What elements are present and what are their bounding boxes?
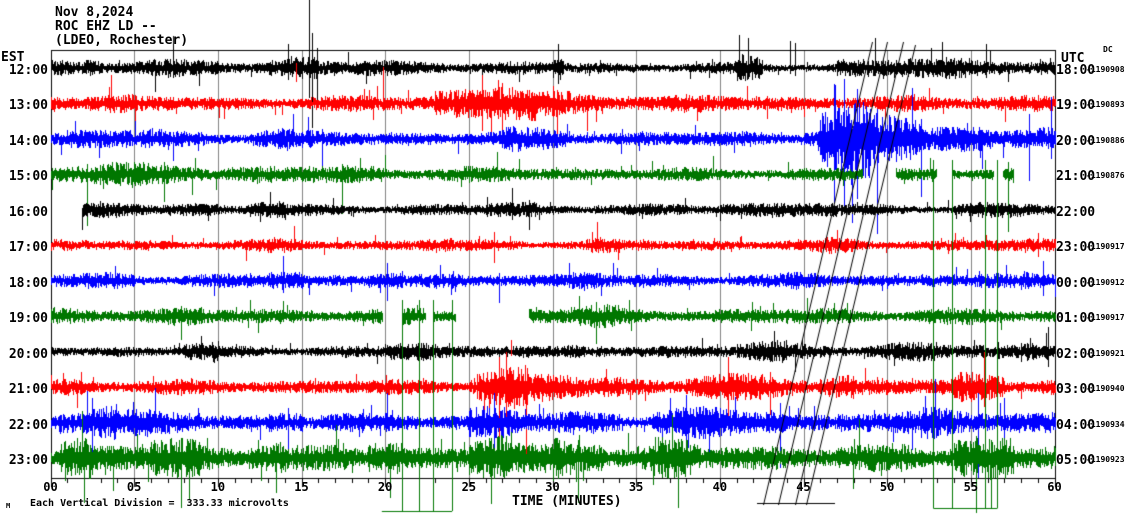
dc-value: -1190917 [1086, 313, 1125, 323]
right-time-label: 01:00 [1056, 311, 1096, 327]
left-time-label: 19:00 [8, 311, 48, 327]
dc-value: -1190917 [1086, 242, 1125, 252]
left-time-label: 12:00 [8, 63, 48, 78]
dc-value: -1190893 [1086, 100, 1125, 110]
header-date: Nov 8,2024 [55, 5, 134, 20]
right-time-label: 03:00 [1056, 382, 1096, 398]
right-timezone-label: UTC [1061, 51, 1085, 66]
left-time-label: 15:00 [8, 169, 48, 185]
right-time-label: 19:00 [1056, 98, 1096, 114]
left-time-label: 22:00 [8, 417, 48, 433]
dc-column-label: DC [1103, 45, 1113, 54]
left-time-label: 14:00 [8, 133, 48, 149]
dc-value: -1190912 [1086, 277, 1125, 287]
x-tick-label: 00 [43, 480, 58, 494]
dc-value: -1190923 [1086, 454, 1125, 464]
left-time-label: 16:00 [8, 204, 48, 220]
dc-value: -1190908 [1086, 65, 1125, 74]
right-time-label: 23:00 [1056, 240, 1096, 256]
x-axis-title: TIME (MINUTES) [512, 494, 622, 509]
x-tick-label: 30 [545, 480, 560, 494]
left-time-label: 21:00 [8, 382, 48, 398]
x-tick-label: 10 [210, 480, 226, 494]
x-tick-label: 60 [1047, 480, 1062, 494]
x-tick-label: 05 [126, 480, 142, 494]
left-time-label: 20:00 [8, 346, 48, 362]
x-tick-label: 45 [796, 480, 811, 494]
right-time-label: 05:00 [1056, 452, 1096, 468]
left-time-label: 13:00 [8, 98, 48, 114]
x-tick-label: 35 [628, 480, 644, 494]
right-time-label: 21:00 [1056, 169, 1096, 185]
x-tick-label: 15 [294, 480, 309, 494]
x-tick-label: 25 [461, 480, 477, 494]
header-station: ROC EHZ LD -- [55, 19, 157, 34]
dc-value: -1190934 [1086, 419, 1125, 429]
footer-glyph: M [6, 502, 11, 510]
left-time-label: 23:00 [8, 452, 48, 468]
right-time-label: 22:00 [1056, 204, 1096, 220]
left-time-label: 17:00 [8, 240, 48, 256]
x-tick-label: 20 [377, 480, 393, 494]
dc-value: -1190886 [1086, 135, 1125, 145]
dc-value: -1190876 [1086, 171, 1125, 181]
right-time-label: 04:00 [1056, 417, 1096, 433]
left-time-label: 18:00 [8, 275, 48, 291]
x-tick-label: 55 [963, 480, 979, 494]
right-time-label: 18:00 [1056, 63, 1096, 78]
right-time-label: 02:00 [1056, 346, 1096, 362]
right-time-label: 00:00 [1056, 275, 1096, 291]
left-timezone-label: EST [1, 50, 25, 65]
right-time-label: 20:00 [1056, 133, 1096, 149]
dc-value: -1190921 [1086, 348, 1125, 358]
x-tick-label: 40 [712, 480, 728, 494]
x-tick-label: 50 [879, 480, 895, 494]
scale-note: Each Vertical Division = 333.33 microvol… [30, 498, 289, 509]
dc-value: -1190940 [1086, 384, 1125, 394]
header-location: (LDEO, Rochester) [55, 33, 189, 48]
